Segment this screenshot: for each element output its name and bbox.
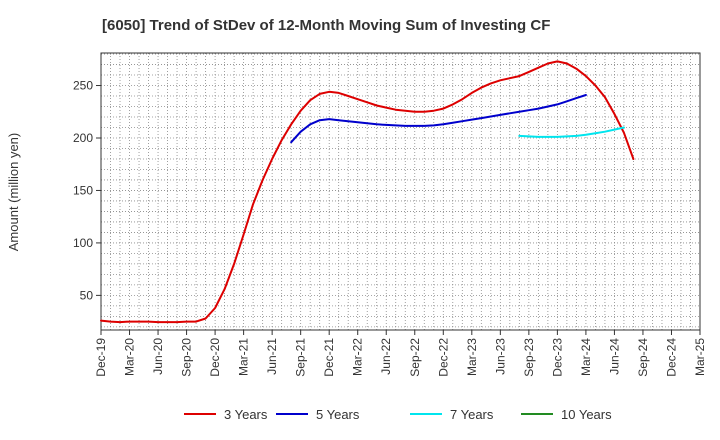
x-tick-label: Dec-24 — [664, 338, 678, 377]
series-line-7-years — [518, 126, 625, 138]
legend-label: 7 Years — [450, 407, 494, 422]
y-axis-label: Amount (million yen) — [6, 133, 21, 252]
plot-frame — [100, 52, 701, 331]
y-axis: 50 100 150 200 250 — [73, 79, 101, 302]
x-tick-label: Mar-25 — [693, 338, 707, 376]
legend-label: 3 Years — [224, 407, 268, 422]
x-axis: Dec-19 Mar-20 Jun-20 Sep-20 Dec-20 Mar-21 Jun-… — [94, 330, 707, 377]
x-tick-label: Sep-21 — [294, 338, 308, 377]
x-tick-label: Sep-20 — [180, 338, 194, 377]
x-tick-label: Mar-20 — [123, 338, 137, 376]
x-tick-label: Dec-23 — [550, 338, 564, 377]
legend-item: 7 Years — [410, 407, 494, 422]
x-tick-label: Sep-24 — [636, 338, 650, 377]
x-tick-label: Mar-23 — [465, 338, 479, 376]
chart-title: [6050] Trend of StDev of 12-Month Moving… — [102, 17, 550, 34]
x-tick-label: Sep-23 — [522, 338, 536, 377]
series-line-3-years — [100, 60, 635, 324]
x-tick-label: Mar-24 — [579, 338, 593, 376]
x-tick-label: Dec-21 — [322, 338, 336, 377]
y-tick-label: 200 — [73, 131, 93, 145]
x-tick-label: Dec-22 — [436, 338, 450, 377]
legend-item: 5 Years — [276, 407, 360, 422]
y-tick-label: 50 — [80, 288, 94, 302]
x-tick-label: Jun-24 — [607, 338, 621, 375]
gridlines — [101, 53, 700, 330]
legend-item: 10 Years — [521, 407, 612, 422]
y-tick-label: 100 — [73, 236, 93, 250]
series-lines — [100, 60, 635, 324]
legend-item: 3 Years — [184, 407, 268, 422]
x-tick-label: Mar-22 — [351, 338, 365, 376]
x-tick-label: Jun-20 — [151, 338, 165, 375]
x-tick-label: Dec-19 — [94, 338, 108, 377]
y-tick-label: 250 — [73, 79, 93, 93]
x-tick-label: Jun-23 — [493, 338, 507, 375]
x-tick-label: Sep-22 — [408, 338, 422, 377]
series-line-5-years — [290, 94, 587, 144]
x-tick-label: Jun-21 — [265, 338, 279, 375]
legend-label: 5 Years — [316, 407, 360, 422]
x-tick-label: Mar-21 — [237, 338, 251, 376]
x-tick-label: Jun-22 — [379, 338, 393, 375]
legend-label: 10 Years — [561, 407, 612, 422]
legend: 3 Years 5 Years 7 Years 10 Years — [184, 407, 612, 422]
y-tick-label: 150 — [73, 183, 93, 197]
x-tick-label: Dec-20 — [208, 338, 222, 377]
